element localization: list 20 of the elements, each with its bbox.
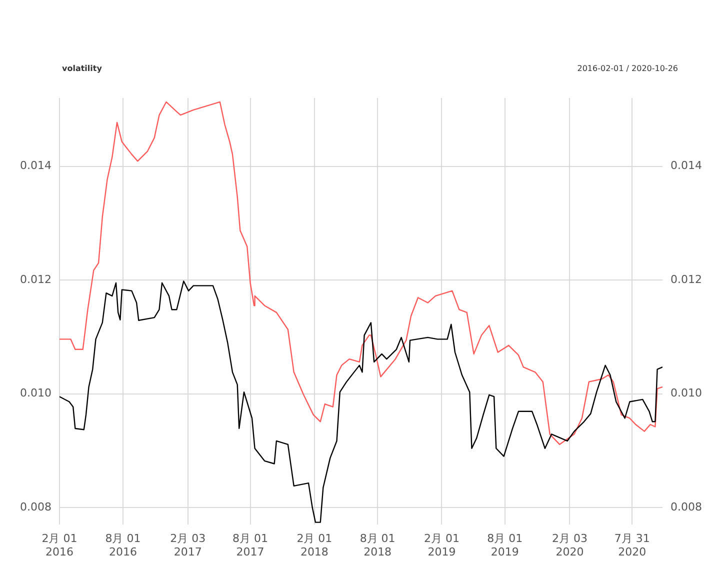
x-tick-label: 7月 31 2020 — [614, 532, 650, 558]
x-tick-label: 2月 01 2019 — [424, 532, 460, 558]
y-tick-label: 0.008 — [20, 500, 52, 514]
x-tick-label: 8月 01 2019 — [487, 532, 523, 558]
y2-tick-label: 0.010 — [670, 386, 702, 400]
y2-tick-label: 0.014 — [670, 159, 702, 172]
chart-title: volatility — [62, 64, 102, 73]
x-tick-label: 2月 03 2017 — [170, 532, 206, 558]
x-tick-label: 8月 01 2016 — [105, 532, 141, 558]
x-tick-label: 8月 01 2017 — [232, 532, 268, 558]
y-tick-label: 0.012 — [20, 272, 52, 286]
x-tick-label: 2月 03 2020 — [552, 532, 588, 558]
y2-tick-label: 0.008 — [670, 500, 702, 514]
y2-tick-label: 0.012 — [670, 272, 702, 286]
y-tick-label: 0.010 — [20, 386, 52, 400]
chart-subtitle: 2016-02-01 / 2020-10-26 — [577, 64, 678, 73]
x-tick-label: 8月 01 2018 — [360, 532, 396, 558]
x-tick-label: 2月 01 2018 — [296, 532, 332, 558]
y-tick-label: 0.014 — [20, 159, 52, 172]
x-tick-label: 2月 01 2016 — [42, 532, 78, 558]
